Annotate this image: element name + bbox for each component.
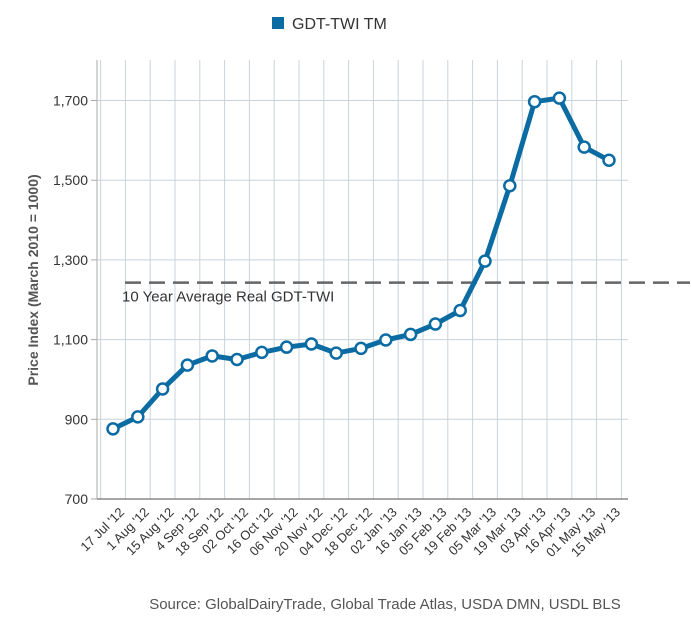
legend-swatch bbox=[272, 17, 284, 29]
data-point[interactable] bbox=[255, 345, 269, 360]
y-tick-label: 700 bbox=[65, 491, 89, 507]
y-tick-label: 1,500 bbox=[53, 172, 88, 188]
gridlines bbox=[91, 60, 628, 500]
data-point[interactable] bbox=[403, 327, 418, 342]
data-point[interactable] bbox=[577, 140, 591, 154]
data-point[interactable] bbox=[329, 346, 343, 360]
data-point[interactable] bbox=[131, 410, 145, 424]
y-tick-label: 1,100 bbox=[53, 332, 88, 348]
data-point[interactable] bbox=[279, 340, 294, 354]
data-point[interactable] bbox=[453, 303, 467, 318]
data-point[interactable] bbox=[230, 352, 244, 367]
data-point[interactable] bbox=[478, 254, 492, 268]
data-point[interactable] bbox=[205, 349, 219, 363]
y-tick-label: 1,700 bbox=[53, 93, 88, 109]
data-point[interactable] bbox=[354, 341, 368, 356]
y-axis-label: Price Index (March 2010 = 1000) bbox=[25, 174, 41, 385]
data-point[interactable] bbox=[428, 317, 443, 331]
data-point[interactable] bbox=[155, 382, 170, 396]
data-point[interactable] bbox=[527, 94, 542, 109]
data-point[interactable] bbox=[304, 337, 319, 351]
legend-label: GDT-TWI TM bbox=[292, 16, 387, 33]
series-line-gdt-twi bbox=[110, 95, 612, 432]
y-tick-label: 1,300 bbox=[53, 252, 88, 268]
data-point[interactable] bbox=[180, 358, 195, 372]
source-note: Source: GlobalDairyTrade, Global Trade A… bbox=[149, 596, 621, 613]
data-point[interactable] bbox=[379, 333, 393, 347]
series-points bbox=[106, 91, 616, 436]
legend: GDT-TWI TM bbox=[272, 16, 387, 33]
reference-line-label: 10 Year Average Real GDT-TWI bbox=[122, 289, 334, 306]
data-point[interactable] bbox=[106, 422, 120, 436]
y-tick-label: 900 bbox=[65, 411, 89, 427]
reference-line-group: 10 Year Average Real GDT-TWI bbox=[122, 281, 690, 306]
y-tick-labels: 700 900 1,100 1,300 1,500 1,700 bbox=[53, 93, 88, 508]
data-point[interactable] bbox=[602, 153, 616, 168]
data-point[interactable] bbox=[552, 91, 567, 105]
data-point[interactable] bbox=[503, 179, 517, 193]
